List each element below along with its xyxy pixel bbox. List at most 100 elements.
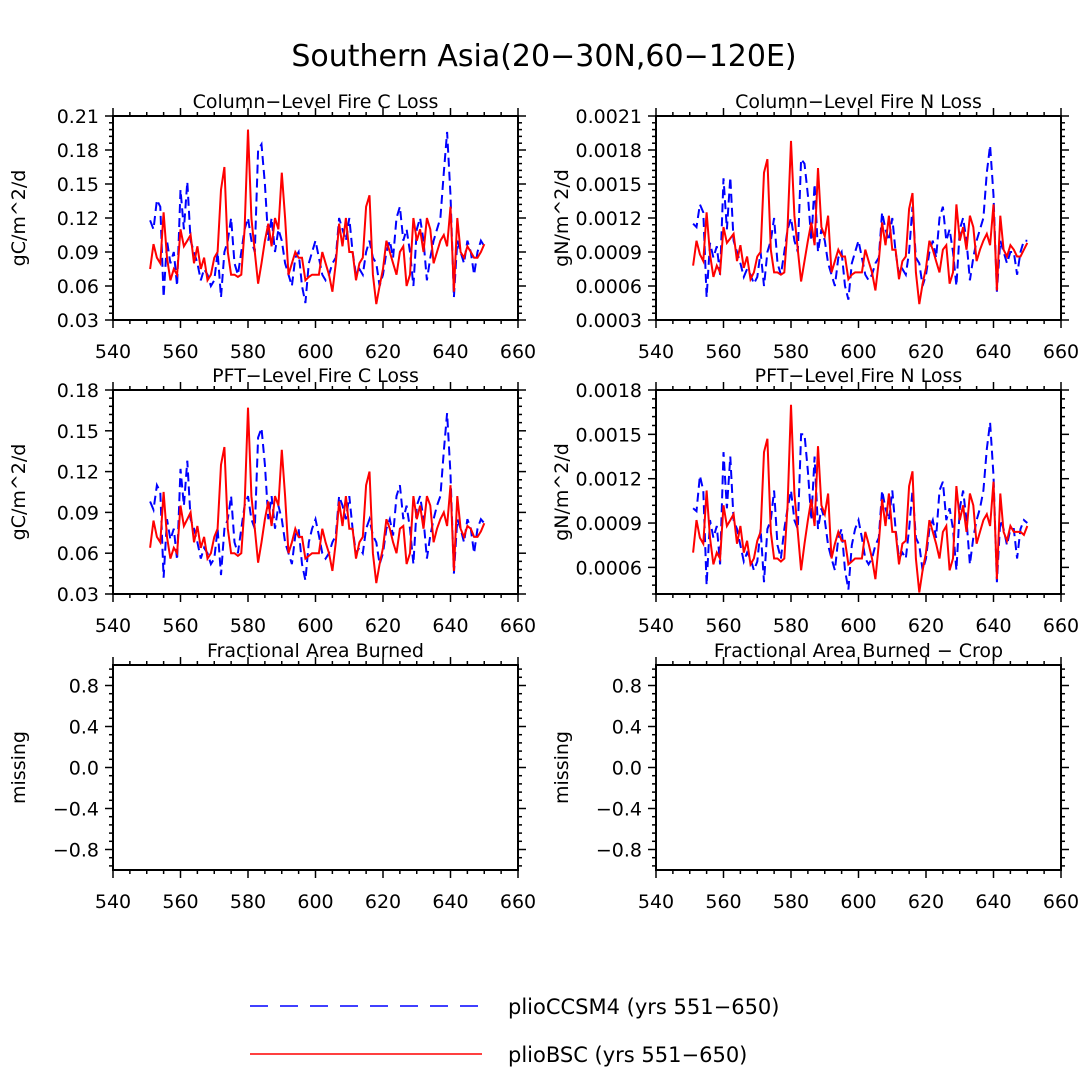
y-tick-label: 0.12 [57, 462, 99, 484]
y-tick-label: 0.0006 [576, 276, 642, 298]
x-tick-label: 580 [230, 615, 266, 637]
y-tick-label: 0.15 [57, 174, 99, 196]
x-tick-label: 640 [975, 615, 1011, 637]
panel-4: 540 560 580 600 620 640 660 0.0006 0.0009 0.0012 0… [551, 365, 1079, 637]
y-tick-label: 0.0018 [576, 140, 642, 162]
x-tick-label: 600 [297, 891, 333, 913]
pliocCSM4-series-line [149, 413, 486, 581]
y-tick-label: 0.21 [57, 106, 99, 128]
x-tick-label: 640 [432, 615, 468, 637]
y-tick-label: 0.03 [57, 584, 99, 606]
y-tick-label: 0.09 [57, 502, 99, 524]
y-tick-label: 0.0003 [576, 310, 642, 332]
y-tick-label: −0.4 [596, 799, 642, 821]
x-tick-label: 580 [230, 891, 266, 913]
y-tick-label: −0.4 [53, 799, 99, 821]
y-tick-label: 0.0 [69, 758, 99, 780]
y-tick-label: 0.4 [69, 717, 99, 739]
x-tick-label: 560 [705, 615, 741, 637]
y-tick-label: 0.8 [612, 676, 642, 698]
panel-title: Fractional Area Burned [207, 640, 424, 662]
x-tick-label: 660 [500, 341, 536, 363]
y-tick-label: 0.0012 [576, 469, 642, 491]
x-tick-label: 540 [95, 341, 131, 363]
x-tick-label: 620 [365, 891, 401, 913]
pliobsc-series-line [149, 407, 486, 584]
panel-6: 540 560 580 600 620 640 660 −0.8 −0.4 0.0 0.4 0.8 Fr… [551, 640, 1079, 913]
x-tick-label: 620 [365, 615, 401, 637]
x-tick-label: 580 [230, 341, 266, 363]
x-tick-label: 580 [773, 341, 809, 363]
y-tick-label: 0.06 [57, 543, 99, 565]
x-tick-label: 600 [840, 891, 876, 913]
panel-title: PFT−Level Fire N Loss [755, 365, 963, 387]
y-tick-label: 0.0009 [576, 513, 642, 535]
y-tick-label: −0.8 [596, 840, 642, 862]
x-tick-label: 660 [500, 615, 536, 637]
legend-label-2: plioBSC (yrs 551−650) [508, 1043, 747, 1067]
panel-2: 540 560 580 600 620 640 660 0.0003 0.0006 0.0009 0… [551, 91, 1079, 363]
panel-5: 540 560 580 600 620 640 660 −0.8 −0.4 0.0 0.4 0.8 Fr… [8, 640, 536, 913]
y-tick-label: 0.12 [57, 208, 99, 230]
panels: 540 560 580 600 620 640 660 0.03 0.06 0.09 0.12 0.1… [8, 91, 1079, 913]
y-tick-label: 0.0018 [576, 380, 642, 402]
plot-frame [655, 664, 1062, 871]
legend-label-1: plioCCSM4 (yrs 551−650) [508, 995, 779, 1019]
x-tick-label: 600 [840, 615, 876, 637]
x-tick-label: 660 [500, 891, 536, 913]
x-tick-label: 540 [638, 891, 674, 913]
y-tick-label: 0.0015 [576, 424, 642, 446]
y-axis-label: missing [8, 731, 30, 804]
y-tick-label: 0.8 [69, 676, 99, 698]
x-tick-label: 540 [638, 615, 674, 637]
pliobsc-series-line [692, 140, 1029, 305]
x-tick-label: 560 [162, 341, 198, 363]
pliobsc-series-line [692, 404, 1029, 593]
x-tick-label: 560 [162, 891, 198, 913]
pliobsc-series-line [149, 129, 486, 305]
x-tick-label: 620 [908, 891, 944, 913]
x-tick-label: 540 [95, 615, 131, 637]
panel-title: PFT−Level Fire C Loss [212, 365, 419, 387]
y-tick-label: 0.0006 [576, 557, 642, 579]
plot-frame [112, 664, 519, 871]
plot-frame [112, 389, 519, 595]
y-tick-label: 0.0015 [576, 174, 642, 196]
x-tick-label: 540 [95, 891, 131, 913]
x-tick-label: 660 [1043, 341, 1079, 363]
y-axis-label: gN/m^2/d [551, 169, 573, 267]
pliocCSM4-series-line [692, 145, 1028, 300]
x-tick-label: 620 [365, 341, 401, 363]
panel-1: 540 560 580 600 620 640 660 0.03 0.06 0.09 0.12 0.1… [8, 91, 536, 363]
y-tick-label: 0.03 [57, 310, 99, 332]
pliocCSM4-series-line [149, 131, 486, 304]
y-tick-label: 0.0012 [576, 208, 642, 230]
panel-title: Column−Level Fire C Loss [193, 91, 439, 113]
y-tick-label: 0.4 [612, 717, 642, 739]
x-tick-label: 640 [975, 891, 1011, 913]
x-tick-label: 660 [1043, 615, 1079, 637]
x-tick-label: 640 [432, 341, 468, 363]
x-tick-label: 560 [705, 891, 741, 913]
x-tick-label: 640 [432, 891, 468, 913]
y-axis-label: gC/m^2/d [8, 170, 30, 267]
y-tick-label: 0.15 [57, 421, 99, 443]
y-tick-label: 0.18 [57, 140, 99, 162]
x-tick-label: 660 [1043, 891, 1079, 913]
y-tick-label: 0.0021 [576, 106, 642, 128]
x-tick-label: 620 [908, 615, 944, 637]
plot-frame [655, 389, 1062, 595]
y-tick-label: 0.09 [57, 242, 99, 264]
x-tick-label: 560 [162, 615, 198, 637]
x-tick-label: 620 [908, 341, 944, 363]
y-tick-label: −0.8 [53, 840, 99, 862]
figure-title: Southern Asia(20−30N,60−120E) [291, 39, 796, 74]
y-tick-label: 0.0009 [576, 242, 642, 264]
x-tick-label: 640 [975, 341, 1011, 363]
x-tick-label: 600 [840, 341, 876, 363]
x-tick-label: 600 [297, 341, 333, 363]
y-axis-label: gN/m^2/d [551, 443, 573, 541]
legend: plioCCSM4 (yrs 551−650) plioBSC (yrs 551−… [250, 995, 779, 1067]
y-tick-label: 0.06 [57, 276, 99, 298]
